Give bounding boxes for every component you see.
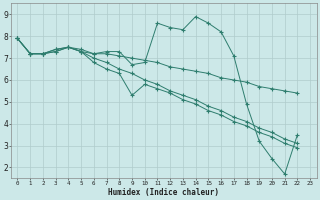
X-axis label: Humidex (Indice chaleur): Humidex (Indice chaleur) <box>108 188 219 197</box>
